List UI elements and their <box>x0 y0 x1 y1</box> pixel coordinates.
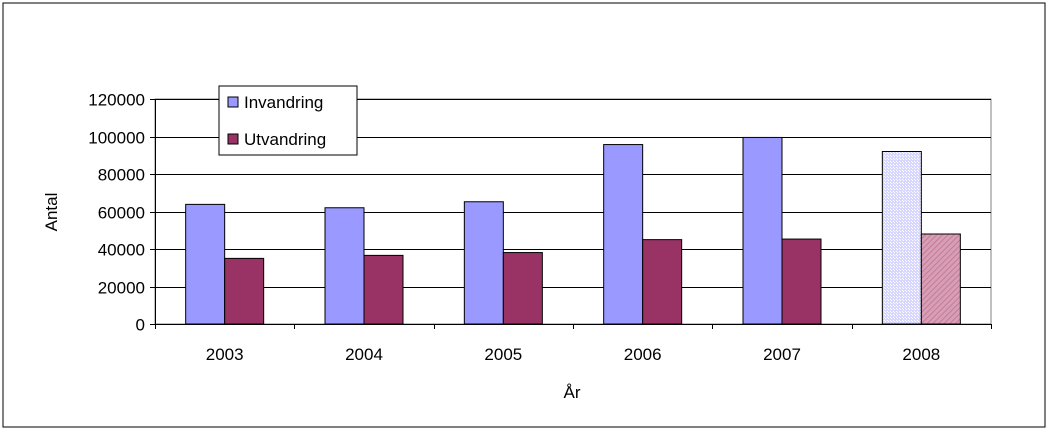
bar-utvandring-2005 <box>502 252 543 325</box>
axes <box>150 99 992 329</box>
chart-border <box>2 2 1046 428</box>
x-tick-label: 2007 <box>763 345 801 364</box>
bar-invandring-2005 <box>463 201 504 325</box>
x-tick-label: 2004 <box>345 345 383 364</box>
y-tick-label: 80000 <box>98 166 145 185</box>
y-tick-label: 60000 <box>98 204 145 223</box>
y-tick-label: 40000 <box>98 241 145 260</box>
y-tick-label: 20000 <box>98 279 145 298</box>
bar-invandring-2004 <box>324 207 365 325</box>
legend: Invandring Utvandring <box>218 85 358 156</box>
legend-swatch-utvandring <box>227 133 239 145</box>
bar-utvandring-2008 <box>920 233 961 325</box>
bar-utvandring-2004 <box>363 254 404 325</box>
legend-box <box>218 85 358 156</box>
bars <box>185 136 961 325</box>
bar-invandring-2008 <box>881 151 922 325</box>
x-tick-label: 2008 <box>902 345 940 364</box>
bar-utvandring-2003 <box>224 257 265 325</box>
bar-invandring-2003 <box>185 203 226 325</box>
x-tick-label: 2006 <box>624 345 662 364</box>
y-tick-label: 0 <box>136 316 145 335</box>
x-tick-label: 2003 <box>206 345 244 364</box>
legend-label-invandring: Invandring <box>244 93 323 112</box>
x-axis-title: År <box>564 383 581 402</box>
y-tick-label: 100000 <box>88 129 145 148</box>
bar-invandring-2006 <box>603 144 644 325</box>
legend-swatch-invandring <box>227 96 239 108</box>
y-axis-title: Antal <box>42 193 61 232</box>
y-tick-label: 120000 <box>88 91 145 110</box>
bar-utvandring-2006 <box>642 239 683 325</box>
bar-invandring-2007 <box>742 136 783 325</box>
x-tick-label: 2005 <box>484 345 522 364</box>
bar-utvandring-2007 <box>781 238 822 325</box>
legend-label-utvandring: Utvandring <box>244 130 326 149</box>
x-tick-labels: 2003 2004 2005 2006 2007 2008 <box>206 345 940 364</box>
y-tick-labels: 0 20000 40000 60000 80000 100000 120000 <box>88 91 145 335</box>
